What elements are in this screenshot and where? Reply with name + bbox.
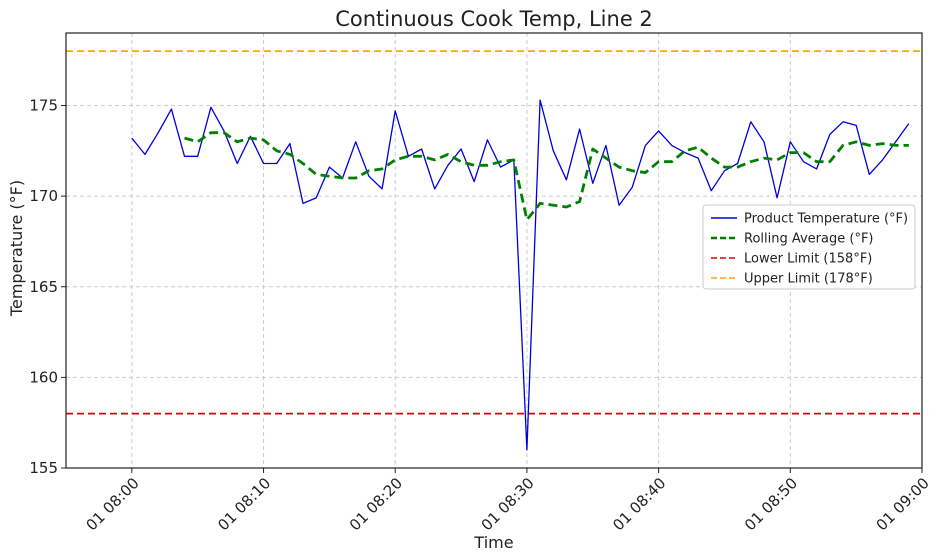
x-tick-label: 01 08:00 — [83, 474, 143, 534]
x-tick-label: 01 09:00 — [873, 474, 933, 534]
legend: Product Temperature (°F) Rolling Average … — [702, 204, 916, 290]
x-tick-label: 01 08:50 — [741, 474, 801, 534]
chart-title: Continuous Cook Temp, Line 2 — [335, 7, 653, 31]
legend-box — [702, 204, 916, 290]
y-tick-label: 160 — [29, 368, 58, 386]
y-tick-label: 175 — [29, 97, 58, 115]
x-tick-label: 01 08:20 — [346, 474, 406, 534]
x-tick-label: 01 08:30 — [478, 474, 538, 534]
y-axis-title: Temperature (°F) — [7, 180, 26, 317]
y-tick-label: 170 — [29, 187, 58, 205]
series-line-0 — [131, 99, 910, 451]
y-tick-label: 165 — [29, 278, 58, 296]
x-tick-label: 01 08:40 — [609, 474, 669, 534]
grid — [66, 33, 923, 469]
plot-frame — [65, 32, 923, 469]
x-tick-label: 01 08:10 — [214, 474, 274, 534]
y-tick-label: 155 — [29, 459, 58, 477]
legend-label: Rolling Average (°F) — [744, 232, 874, 247]
legend-label: Upper Limit (178°F) — [744, 272, 873, 287]
y-axis: 155 160 165 170 175 — [29, 97, 66, 477]
legend-label: Lower Limit (158°F) — [744, 252, 872, 267]
legend-label: Product Temperature (°F) — [744, 212, 908, 227]
x-axis-title: Time — [473, 533, 513, 552]
x-axis: 01 08:00 01 08:10 01 08:20 01 08:30 01 08:40… — [83, 468, 933, 534]
series-lines — [131, 99, 910, 451]
